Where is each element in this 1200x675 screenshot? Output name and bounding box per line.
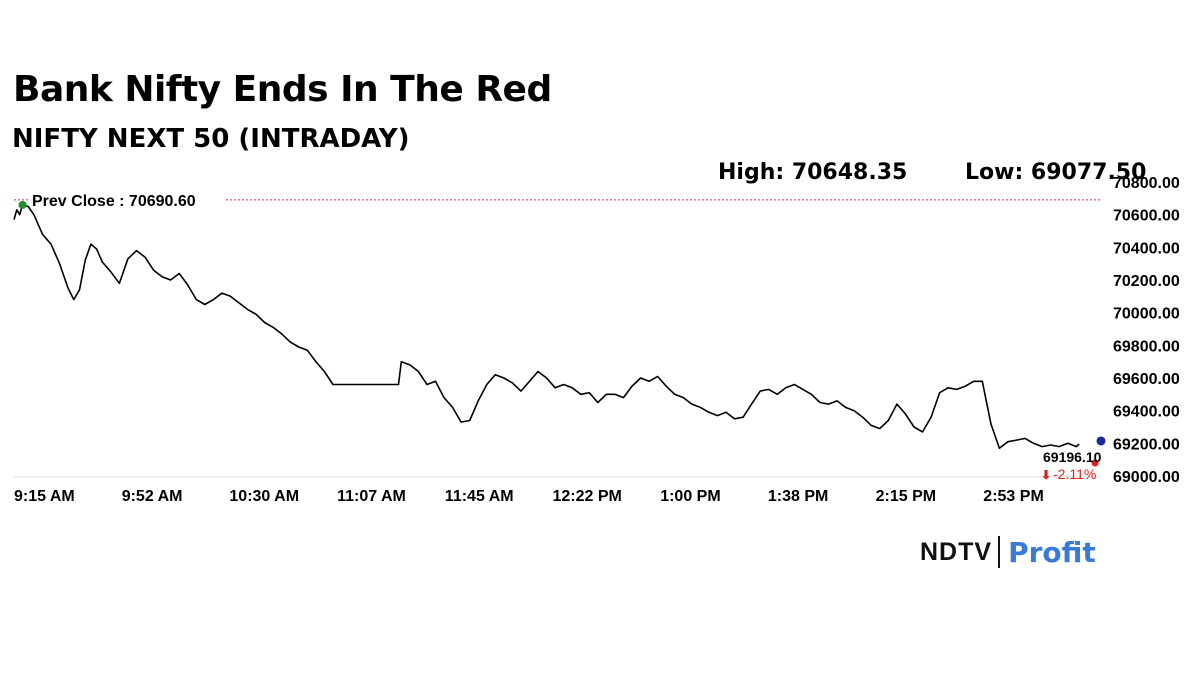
y-tick-label: 70200.00 bbox=[1113, 273, 1180, 290]
x-tick-label: 11:07 AM bbox=[337, 488, 406, 505]
y-tick-label: 70600.00 bbox=[1113, 208, 1180, 225]
x-tick-label: 2:15 PM bbox=[876, 488, 936, 505]
y-tick-label: 69800.00 bbox=[1113, 338, 1180, 355]
y-tick-label: 69400.00 bbox=[1113, 404, 1180, 421]
last-price-label: 69196.10 bbox=[1043, 449, 1102, 465]
y-tick-label: 69600.00 bbox=[1113, 371, 1180, 388]
price-line bbox=[13, 204, 1080, 450]
ndtv-profit-logo: NDTV Profit bbox=[920, 534, 1096, 570]
prev-close-label-bg bbox=[28, 189, 224, 208]
brand-name-left: NDTV bbox=[920, 537, 993, 566]
chart-subtitle: NIFTY NEXT 50 (INTRADAY) bbox=[12, 124, 410, 154]
y-tick-label: 69000.00 bbox=[1113, 469, 1180, 486]
y-tick-label: 69200.00 bbox=[1113, 436, 1180, 453]
x-tick-label: 9:52 AM bbox=[122, 488, 183, 505]
x-tick-label: 10:30 AM bbox=[229, 488, 299, 505]
day-high-marker bbox=[18, 200, 27, 209]
brand-name-right: Profit bbox=[1008, 535, 1096, 569]
x-tick-label: 2:53 PM bbox=[983, 488, 1043, 505]
y-tick-label: 70400.00 bbox=[1113, 240, 1180, 257]
y-tick-label: 70800.00 bbox=[1113, 175, 1180, 192]
x-tick-label: 9:15 AM bbox=[14, 488, 75, 505]
brand-divider bbox=[998, 536, 1001, 568]
x-tick-label: 12:22 PM bbox=[553, 488, 622, 505]
prev-close-label: Prev Close : 70690.60 bbox=[32, 193, 196, 210]
down-arrow-icon: ⬇ bbox=[1041, 468, 1051, 482]
high-stat: High: 70648.35 bbox=[718, 160, 908, 185]
x-tick-label: 11:45 AM bbox=[445, 488, 514, 505]
headline: Bank Nifty Ends In The Red bbox=[13, 69, 552, 110]
low-stat: Low: 69077.50 bbox=[965, 160, 1147, 185]
last-price-marker bbox=[1096, 436, 1106, 446]
x-tick-label: 1:00 PM bbox=[660, 488, 720, 505]
change-label: -2.11% bbox=[1053, 466, 1096, 482]
change-marker bbox=[1091, 459, 1099, 467]
x-tick-label: 1:38 PM bbox=[768, 488, 828, 505]
y-tick-label: 70000.00 bbox=[1113, 306, 1180, 323]
